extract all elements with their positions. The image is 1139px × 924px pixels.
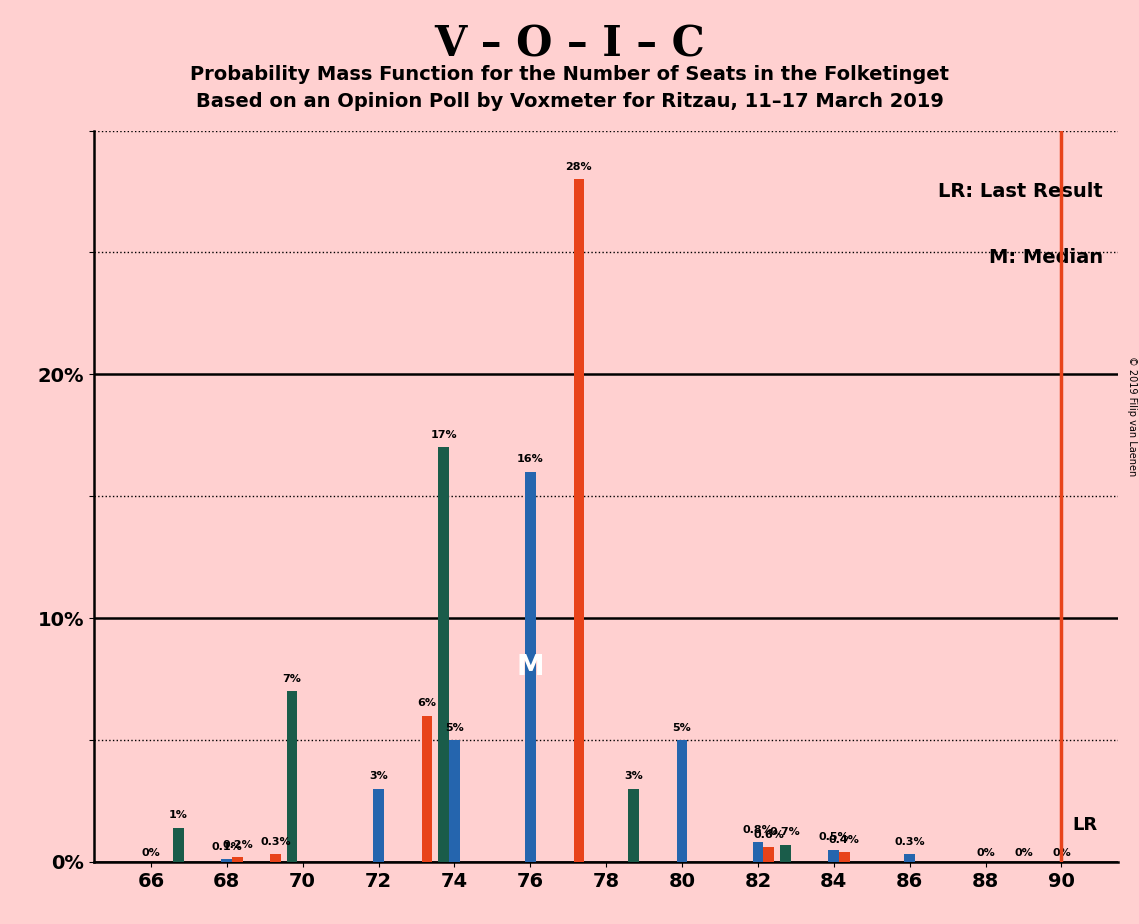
Text: 5%: 5% [445,723,464,733]
Text: 16%: 16% [517,455,543,465]
Bar [677,740,687,862]
Text: 0.2%: 0.2% [222,840,253,849]
Bar [270,855,280,862]
Text: Probability Mass Function for the Number of Seats in the Folketinget: Probability Mass Function for the Number… [190,65,949,84]
Bar [232,857,243,862]
Bar [780,845,790,862]
Text: 0%: 0% [976,848,994,858]
Text: 0.3%: 0.3% [894,837,925,847]
Bar [374,789,384,862]
Bar [287,691,297,862]
Text: M: Median: M: Median [989,248,1103,266]
Bar [173,828,183,862]
Text: 0.8%: 0.8% [743,825,773,835]
Text: 0.7%: 0.7% [770,827,801,837]
Text: © 2019 Filip van Laenen: © 2019 Filip van Laenen [1126,356,1137,476]
Bar [525,472,535,862]
Bar [449,740,460,862]
Text: 0%: 0% [141,848,161,858]
Bar [628,789,639,862]
Text: 3%: 3% [624,772,642,782]
Bar [221,859,232,862]
Text: 0%: 0% [1052,848,1071,858]
Text: 0.3%: 0.3% [260,837,290,847]
Text: 0.4%: 0.4% [829,834,860,845]
Text: Based on an Opinion Poll by Voxmeter for Ritzau, 11–17 March 2019: Based on an Opinion Poll by Voxmeter for… [196,92,943,112]
Text: 0%: 0% [1014,848,1033,858]
Text: 28%: 28% [566,162,592,172]
Text: 3%: 3% [369,772,388,782]
Bar [763,847,773,862]
Text: 0.6%: 0.6% [753,830,784,840]
Text: V – O – I – C: V – O – I – C [434,23,705,65]
Text: LR: Last Result: LR: Last Result [939,182,1103,201]
Text: 7%: 7% [282,674,302,684]
Text: 6%: 6% [418,699,436,708]
Text: 17%: 17% [431,430,457,440]
Bar [839,852,850,862]
Text: M: M [516,652,544,681]
Text: 5%: 5% [673,723,691,733]
Text: 0.1%: 0.1% [212,842,243,852]
Text: 1%: 1% [169,810,188,821]
Bar [828,849,839,862]
Bar [439,447,449,862]
Text: 0.5%: 0.5% [819,833,849,843]
Text: LR: LR [1073,816,1098,834]
Bar [753,843,763,862]
Bar [421,715,433,862]
Bar [904,855,915,862]
Bar [574,179,584,862]
